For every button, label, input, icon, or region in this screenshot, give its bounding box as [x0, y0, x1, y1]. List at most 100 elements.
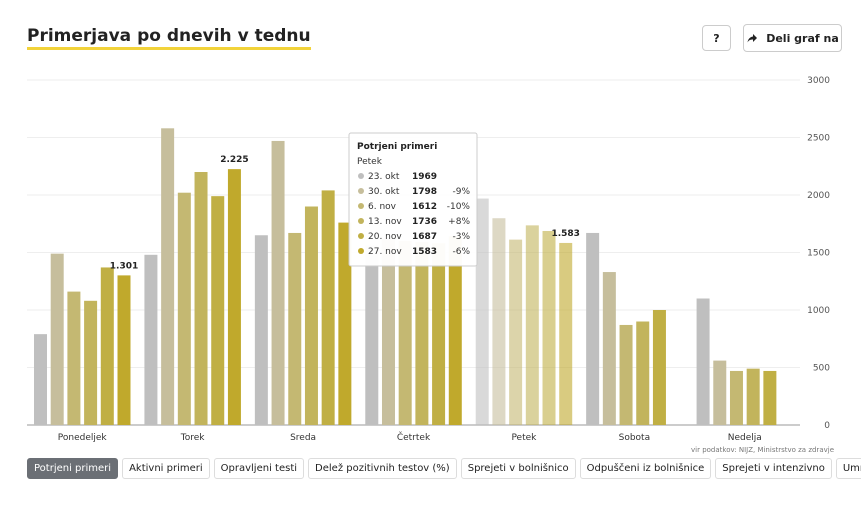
bar — [321, 190, 335, 425]
tooltip-date: 27. nov — [368, 247, 402, 257]
y-tick-label: 1000 — [807, 306, 830, 316]
title: Primerjava po dnevih v tednu — [27, 26, 311, 50]
x-tick-label: Ponedeljek — [58, 433, 108, 443]
bar — [763, 370, 777, 425]
bar — [415, 242, 429, 425]
x-tick-label: Sobota — [619, 433, 650, 443]
tab[interactable]: Opravljeni testi — [213, 458, 305, 479]
x-tick-label: Petek — [511, 433, 537, 443]
bar — [713, 360, 727, 425]
tooltip-change: +8% — [448, 217, 470, 227]
tab[interactable]: Odpuščeni iz bolnišnice — [579, 458, 712, 479]
y-tick-label: 500 — [813, 364, 830, 374]
y-tick-label: 0 — [824, 421, 830, 431]
tooltip-dot — [358, 218, 364, 224]
tooltip-value: 1687 — [412, 232, 437, 242]
tab[interactable]: Aktivni primeri — [122, 458, 210, 479]
bar — [338, 222, 352, 425]
bar — [194, 172, 208, 425]
tooltip-dot — [358, 233, 364, 239]
tooltip-change: -9% — [452, 187, 470, 197]
bar — [586, 232, 600, 425]
bar — [227, 169, 241, 425]
bar — [304, 206, 318, 425]
y-tick-label: 2000 — [807, 191, 830, 201]
tooltip-change: -10% — [447, 202, 471, 212]
tooltip-category: Petek — [357, 157, 383, 167]
bar — [746, 368, 760, 425]
tooltip-dot — [358, 188, 364, 194]
tooltip-title: Potrjeni primeri — [357, 142, 437, 152]
bar — [542, 230, 556, 425]
tab[interactable]: Potrjeni primeri — [27, 458, 119, 479]
share-label: Deli graf na — [766, 31, 839, 45]
bar — [398, 241, 412, 425]
value-label: 1.583 — [551, 229, 579, 239]
bar — [525, 225, 539, 425]
x-tick-label: Nedelja — [728, 433, 762, 443]
tooltip-value: 1612 — [412, 202, 437, 212]
tooltip-box — [348, 132, 478, 267]
tooltip-value: 1969 — [412, 172, 437, 182]
bar — [100, 267, 114, 425]
bar — [619, 324, 633, 425]
tooltip-date: 23. okt — [368, 172, 400, 182]
bar — [509, 239, 523, 425]
bar — [432, 243, 446, 425]
tooltip-dot — [358, 203, 364, 209]
bar — [559, 242, 573, 425]
source: vir podatkov: NIJZ, Ministrstvo za zdrav… — [691, 446, 834, 454]
tooltip-date: 30. okt — [368, 187, 400, 197]
bar — [271, 140, 285, 425]
y-tick-label: 1500 — [807, 249, 830, 259]
bar — [50, 253, 64, 425]
bar — [288, 232, 302, 425]
tooltip-date: 13. nov — [368, 217, 402, 227]
bar — [177, 192, 191, 425]
bar — [84, 300, 98, 425]
bar — [696, 298, 710, 425]
bar — [117, 275, 131, 425]
tooltip-value: 1583 — [412, 247, 437, 257]
bar — [475, 198, 489, 425]
tooltip-date: 20. nov — [368, 232, 402, 242]
value-label: 2.225 — [220, 155, 248, 165]
tooltip-value: 1798 — [412, 187, 437, 197]
bar — [34, 334, 47, 425]
bar — [492, 218, 506, 425]
value-label: 1.301 — [110, 261, 138, 271]
tooltip-date: 6. nov — [368, 202, 397, 212]
bar — [636, 321, 650, 425]
bar — [67, 291, 81, 425]
share-button[interactable]: Deli graf na — [743, 24, 842, 52]
tab[interactable]: Delež pozitivnih testov (%) — [308, 458, 457, 479]
bar — [602, 272, 616, 425]
tab[interactable]: Umrli — [835, 458, 861, 479]
bar — [652, 310, 666, 425]
chart: 0 500 1000 1500 2000 2500 3000 Ponedeljek 1.301 T… — [27, 76, 830, 443]
tooltip-value: 1736 — [412, 217, 437, 227]
tooltip-change: -3% — [452, 232, 470, 242]
bar — [729, 370, 743, 425]
x-tick-label: Torek — [180, 433, 206, 443]
share-icon — [747, 34, 758, 43]
bar — [381, 238, 395, 425]
tooltip-dot — [358, 248, 364, 254]
help-button[interactable]: ? — [702, 25, 731, 51]
bar — [365, 245, 379, 425]
tabs: Potrjeni primeri Aktivni primeri Opravljen… — [27, 458, 861, 479]
x-tick-label: Četrtek — [397, 431, 431, 443]
tooltip-dot — [358, 173, 364, 179]
tab[interactable]: Sprejeti v bolnišnico — [460, 458, 576, 479]
bar — [254, 235, 268, 425]
y-tick-label: 2500 — [807, 134, 830, 144]
x-tick-label: Sreda — [290, 433, 316, 443]
y-tick-label: 3000 — [807, 76, 830, 86]
tab[interactable]: Sprejeti v intenzivno — [715, 458, 832, 479]
bar — [448, 236, 462, 425]
tooltip-change: -6% — [452, 247, 470, 257]
bar — [211, 196, 225, 425]
bar — [144, 254, 158, 425]
bar — [161, 128, 175, 426]
